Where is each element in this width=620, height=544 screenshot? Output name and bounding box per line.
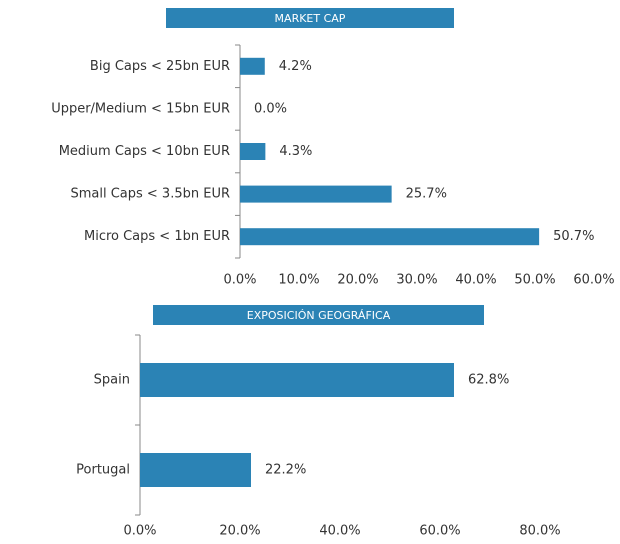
x-tick-label: 80.0%	[519, 524, 560, 539]
x-tick-label: 30.0%	[396, 273, 437, 288]
chart-title: EXPOSICIÓN GEOGRÁFICA	[247, 309, 391, 322]
value-label: 62.8%	[468, 373, 509, 388]
value-label: 25.7%	[406, 187, 447, 202]
bar	[140, 363, 454, 397]
x-tick-label: 60.0%	[573, 273, 614, 288]
value-label: 22.2%	[265, 463, 306, 478]
x-tick-label: 0.0%	[123, 524, 156, 539]
value-label: 0.0%	[254, 101, 287, 116]
bar	[240, 57, 265, 75]
x-tick-label: 40.0%	[455, 273, 496, 288]
bar	[240, 228, 540, 246]
title-bar	[153, 305, 484, 325]
x-tick-label: 0.0%	[223, 273, 256, 288]
category-label: Big Caps < 25bn EUR	[90, 59, 230, 74]
category-label: Upper/Medium < 15bn EUR	[51, 101, 230, 116]
x-tick-label: 20.0%	[337, 273, 378, 288]
value-label: 4.3%	[279, 144, 312, 159]
x-tick-label: 50.0%	[514, 273, 555, 288]
category-label: Small Caps < 3.5bn EUR	[70, 187, 230, 202]
x-tick-label: 10.0%	[278, 273, 319, 288]
bar	[140, 453, 251, 487]
category-label: Portugal	[76, 463, 130, 478]
category-label: Medium Caps < 10bn EUR	[59, 144, 230, 159]
bar	[240, 185, 392, 203]
x-tick-label: 20.0%	[219, 524, 260, 539]
category-label: Micro Caps < 1bn EUR	[84, 229, 230, 244]
value-label: 50.7%	[553, 229, 594, 244]
x-tick-label: 40.0%	[319, 524, 360, 539]
category-label: Spain	[94, 373, 130, 388]
title-bar	[166, 8, 454, 28]
x-tick-label: 60.0%	[419, 524, 460, 539]
value-label: 4.2%	[279, 59, 312, 74]
bar	[240, 143, 266, 160]
chart-title: MARKET CAP	[275, 12, 346, 25]
